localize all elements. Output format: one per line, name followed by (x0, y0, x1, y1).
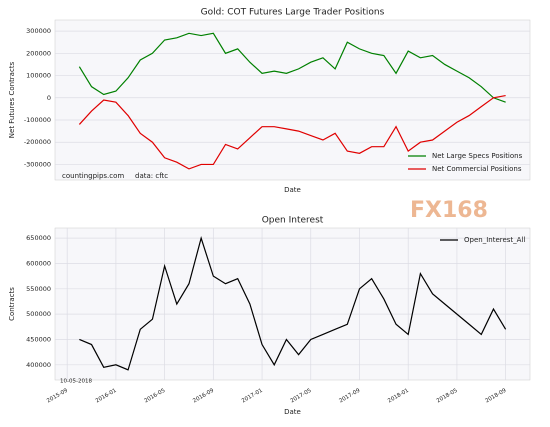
legend-label: Net Commercial Positions (432, 165, 522, 173)
y-tick-label: -200000 (24, 138, 51, 146)
x-tick-label: 2018-09 (484, 388, 507, 405)
x-tick-label: 2016-05 (143, 388, 166, 405)
annotation: data: cftc (135, 172, 168, 180)
y-tick-label: 400000 (26, 361, 51, 369)
y-tick-label: 0 (47, 94, 51, 102)
x-tick-label: 2016-09 (192, 388, 215, 405)
line (78, 94, 506, 170)
chart-title: Gold: COT Futures Large Trader Positions (201, 8, 385, 18)
y-tick-label: 650000 (26, 234, 51, 242)
x-tick-label: 2015-09 (46, 388, 69, 405)
legend-label: Open_Interest_All (464, 236, 525, 244)
y-tick-label: -100000 (24, 116, 51, 124)
x-tick-label: 2017-05 (290, 388, 313, 405)
y-tick-label: 500000 (26, 310, 51, 318)
y-tick-label: 550000 (26, 285, 51, 293)
y-tick-label: 300000 (26, 27, 51, 35)
x-tick-label: 2018-01 (387, 388, 410, 405)
x-tick-label: 2018-05 (436, 388, 459, 405)
watermark: FX168 (410, 198, 488, 223)
annotation: 10-05-2018 (60, 379, 92, 385)
legend-label: Net Large Specs Positions (432, 152, 523, 160)
line (78, 32, 506, 103)
x-tick-label: 2016-01 (95, 388, 118, 405)
x-axis-label: Date (284, 408, 301, 416)
y-axis-label: Contracts (8, 287, 16, 321)
x-tick-label: 2017-01 (241, 388, 264, 405)
plot-area (54, 227, 531, 381)
y-tick-label: 450000 (26, 335, 51, 343)
y-tick-label: -300000 (24, 160, 51, 168)
annotation: countingpips.com (62, 172, 124, 180)
y-axis-label: Net Futures Contracts (8, 61, 16, 138)
plot-area (54, 19, 531, 181)
y-tick-label: 600000 (26, 259, 51, 267)
x-axis-label: Date (284, 186, 301, 194)
y-tick-label: 200000 (26, 49, 51, 57)
chart-title: Open Interest (262, 216, 324, 226)
x-tick-label: 2017-09 (338, 388, 361, 405)
line (79, 236, 507, 371)
y-tick-label: 100000 (26, 72, 51, 80)
